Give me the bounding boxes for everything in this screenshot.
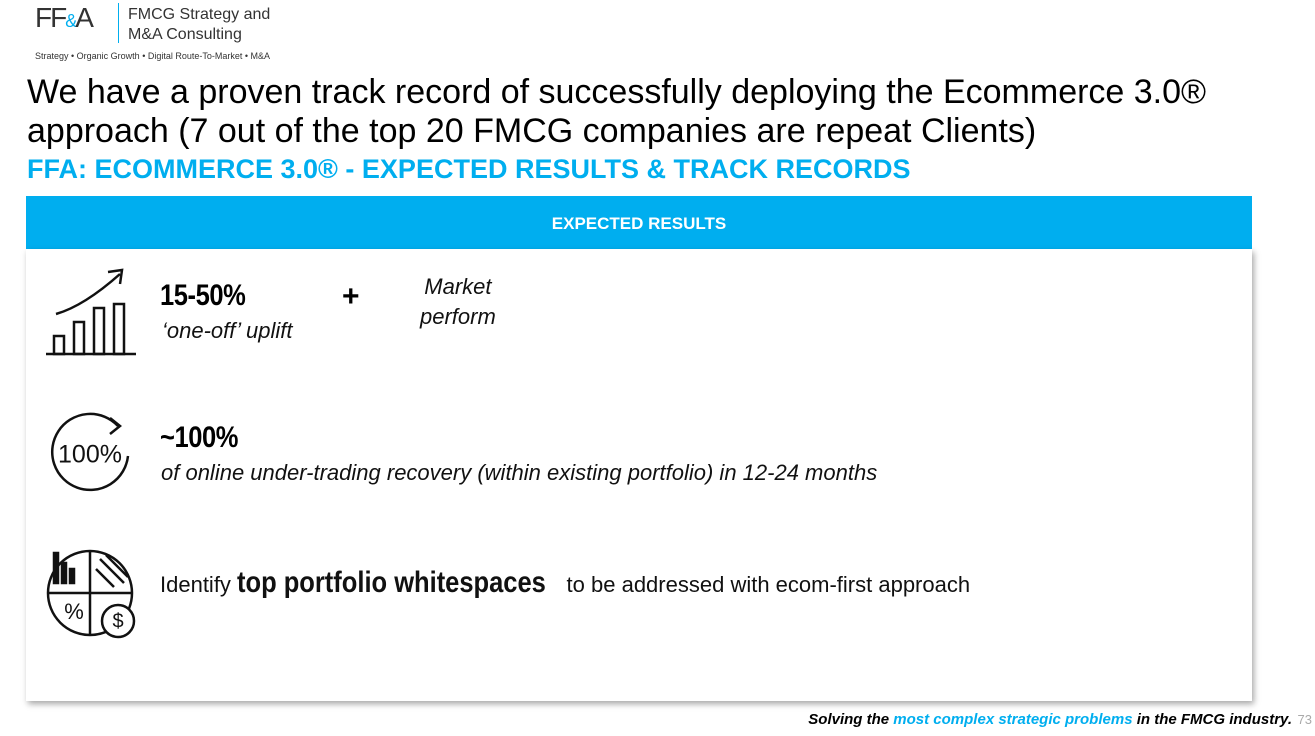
panel [26, 249, 1252, 701]
plus: + [342, 280, 360, 313]
footer-part: in the FMCG industry. [1136, 711, 1292, 728]
item-extra: Market perform [420, 272, 496, 332]
icon-label: 100% [58, 441, 122, 469]
footer-highlight: most complex strategic problems [893, 711, 1133, 728]
company: FMCG Strategy and M&A Consulting [128, 5, 270, 45]
title: We have a proven track record of success… [27, 73, 1206, 151]
extra-line: perform [420, 304, 496, 329]
icon-label: $ [112, 610, 123, 632]
logo-part: A [75, 2, 94, 33]
percent-icon: 100% [50, 412, 130, 492]
panel-header: EXPECTED RESULTS [26, 196, 1252, 249]
logo-part: FF [35, 2, 67, 33]
portfolio-icon: % $ [46, 549, 136, 639]
company-line: FMCG Strategy and [128, 6, 271, 23]
item-note: ‘one-off’ uplift [162, 318, 293, 343]
item-note: of online under-trading recovery (within… [161, 460, 878, 485]
text-part: to be addressed with ecom-first approach [566, 572, 971, 597]
logo-amp: & [65, 11, 77, 31]
logo-divider [118, 3, 119, 43]
item-text: Identify top portfolio whitespaces to be… [160, 566, 970, 600]
title-line: We have a proven track record of success… [27, 73, 1207, 111]
extra-line: Market [424, 274, 492, 299]
item-value: 15-50% [160, 279, 246, 312]
icon-label: % [64, 599, 84, 624]
text-part: Identify [160, 572, 231, 597]
company-line: M&A Consulting [128, 26, 242, 43]
emphasis: top portfolio whitespaces [237, 566, 546, 599]
tagline: Strategy • Organic Growth • Digital Rout… [35, 51, 271, 61]
title-line: approach (7 out of the top 20 FMCG compa… [27, 112, 1037, 150]
subtitle: FFA: ECOMMERCE 3.0® - EXPECTED RESULTS &… [27, 154, 911, 184]
footer-part: Solving the [808, 711, 890, 728]
growth-icon [46, 268, 136, 356]
logo: FF&A [35, 2, 94, 34]
item-value: ~100% [160, 421, 238, 454]
footer: Solving the most complex strategic probl… [808, 711, 1292, 728]
page-number: 73 [1297, 712, 1312, 727]
